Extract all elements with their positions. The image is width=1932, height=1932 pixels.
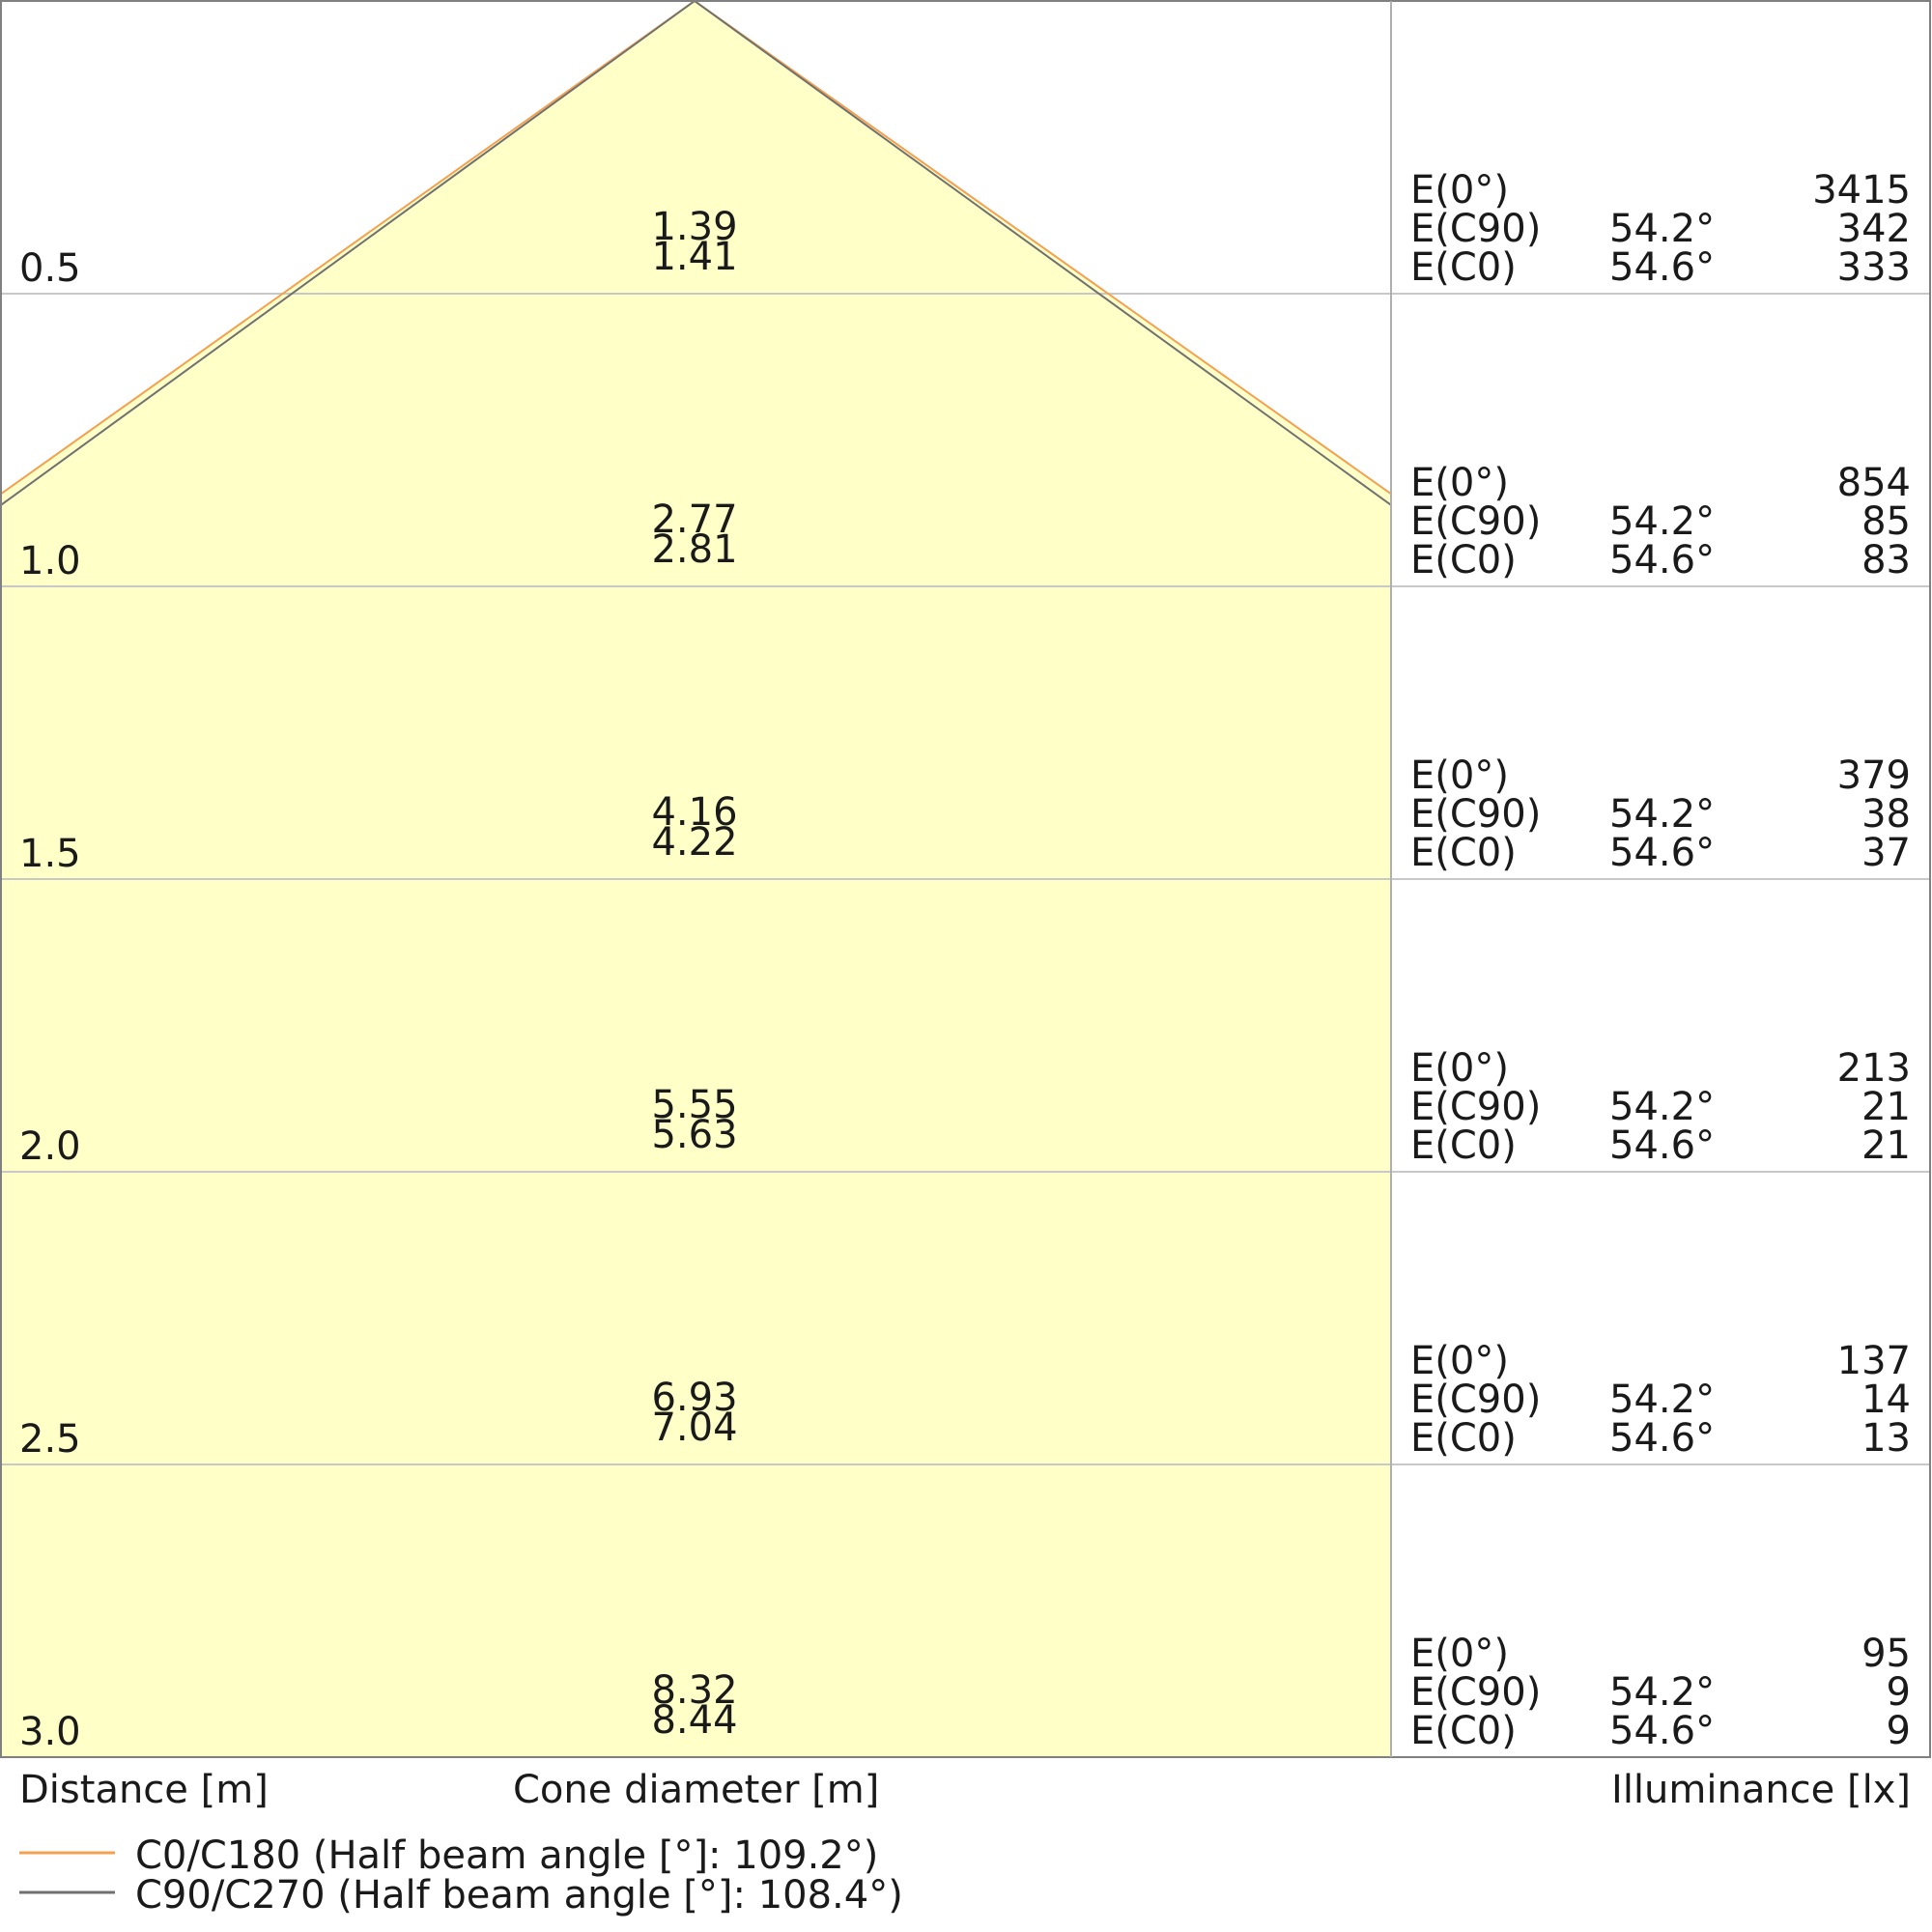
illuminance-value-ec90: 38 — [1861, 792, 1911, 837]
angle-c0: 54.6° — [1609, 1123, 1715, 1168]
angle-c0: 54.6° — [1609, 1709, 1715, 1753]
illuminance-label-e0: E(0°) — [1410, 168, 1509, 213]
illuminance-label-ec90: E(C90) — [1410, 499, 1541, 544]
illuminance-label-ec90: E(C90) — [1410, 207, 1541, 251]
angle-c90: 54.2° — [1609, 1085, 1715, 1129]
illuminance-label-e0: E(0°) — [1410, 1046, 1509, 1091]
x-axis-label-distance: Distance [m] — [19, 1768, 269, 1812]
angle-c0: 54.6° — [1609, 538, 1715, 582]
angle-c0: 54.6° — [1609, 1416, 1715, 1461]
illuminance-value-ec90: 14 — [1861, 1378, 1911, 1422]
illuminance-value-e0: 3415 — [1812, 168, 1911, 213]
angle-c0: 54.6° — [1609, 245, 1715, 290]
distance-tick-label: 0.5 — [19, 246, 81, 291]
distance-tick-label: 1.0 — [19, 539, 81, 583]
angle-c90: 54.2° — [1609, 207, 1715, 251]
cone-diameter-c0: 2.81 — [651, 527, 737, 572]
illuminance-value-ec0: 9 — [1887, 1709, 1911, 1753]
illuminance-label-e0: E(0°) — [1410, 1632, 1509, 1676]
illuminance-value-e0: 95 — [1861, 1632, 1911, 1676]
illuminance-label-ec0: E(C0) — [1410, 245, 1517, 290]
illuminance-value-ec0: 83 — [1861, 538, 1911, 582]
illuminance-value-e0: 379 — [1837, 753, 1911, 798]
x-axis-label-illuminance: Illuminance [lx] — [1611, 1768, 1911, 1812]
illuminance-value-ec0: 333 — [1837, 245, 1911, 290]
illuminance-label-e0: E(0°) — [1410, 461, 1509, 505]
illuminance-label-e0: E(0°) — [1410, 753, 1509, 798]
angle-c90: 54.2° — [1609, 1378, 1715, 1422]
illuminance-label-ec90: E(C90) — [1410, 1378, 1541, 1422]
illuminance-label-ec90: E(C90) — [1410, 792, 1541, 837]
cone-diameter-c0: 1.41 — [651, 235, 737, 279]
illuminance-value-ec90: 9 — [1887, 1670, 1911, 1715]
illuminance-label-ec0: E(C0) — [1410, 1123, 1517, 1168]
cone-diameter-c90: 6.93 — [651, 1376, 737, 1420]
illuminance-label-ec90: E(C90) — [1410, 1085, 1541, 1129]
illuminance-value-ec90: 342 — [1837, 207, 1911, 251]
illuminance-value-ec0: 37 — [1861, 831, 1911, 875]
illuminance-value-e0: 854 — [1837, 461, 1911, 505]
illuminance-value-e0: 213 — [1837, 1046, 1911, 1091]
distance-tick-label: 2.5 — [19, 1417, 81, 1462]
cone-diameter-c90: 4.16 — [651, 790, 737, 835]
illuminance-value-e0: 137 — [1837, 1339, 1911, 1383]
plot-border — [0, 0, 1931, 1758]
illuminance-value-ec90: 21 — [1861, 1085, 1911, 1129]
cone-diameter-c0: 5.63 — [651, 1113, 737, 1157]
illuminance-label-ec0: E(C0) — [1410, 1709, 1517, 1753]
cone-diameter-c90: 1.39 — [651, 205, 737, 249]
illuminance-label-ec0: E(C0) — [1410, 538, 1517, 582]
distance-tick-label: 3.0 — [19, 1710, 81, 1754]
angle-c90: 54.2° — [1609, 1670, 1715, 1715]
distance-tick-label: 1.5 — [19, 832, 81, 876]
angle-c90: 54.2° — [1609, 792, 1715, 837]
illuminance-label-ec0: E(C0) — [1410, 1416, 1517, 1461]
legend-label-c0: C0/C180 (Half beam angle [°]: 109.2°) — [135, 1833, 878, 1878]
cone-diameter-c0: 7.04 — [651, 1406, 737, 1450]
cone-diameter-c90: 5.55 — [651, 1083, 737, 1127]
cone-diameter-c90: 2.77 — [651, 497, 737, 542]
angle-c90: 54.2° — [1609, 499, 1715, 544]
angle-c0: 54.6° — [1609, 831, 1715, 875]
cone-diameter-c0: 4.22 — [651, 820, 737, 865]
cone-diameter-c0: 8.44 — [651, 1698, 737, 1743]
illuminance-label-e0: E(0°) — [1410, 1339, 1509, 1383]
illuminance-label-ec90: E(C90) — [1410, 1670, 1541, 1715]
distance-tick-label: 2.0 — [19, 1124, 81, 1169]
legend-label-c90: C90/C270 (Half beam angle [°]: 108.4°) — [135, 1873, 903, 1918]
cone-diameter-c90: 8.32 — [651, 1668, 737, 1713]
illuminance-value-ec0: 21 — [1861, 1123, 1911, 1168]
illuminance-value-ec0: 13 — [1861, 1416, 1911, 1461]
illuminance-value-ec90: 85 — [1861, 499, 1911, 544]
x-axis-label-cone-diameter: Cone diameter [m] — [513, 1768, 879, 1812]
illuminance-label-ec0: E(C0) — [1410, 831, 1517, 875]
